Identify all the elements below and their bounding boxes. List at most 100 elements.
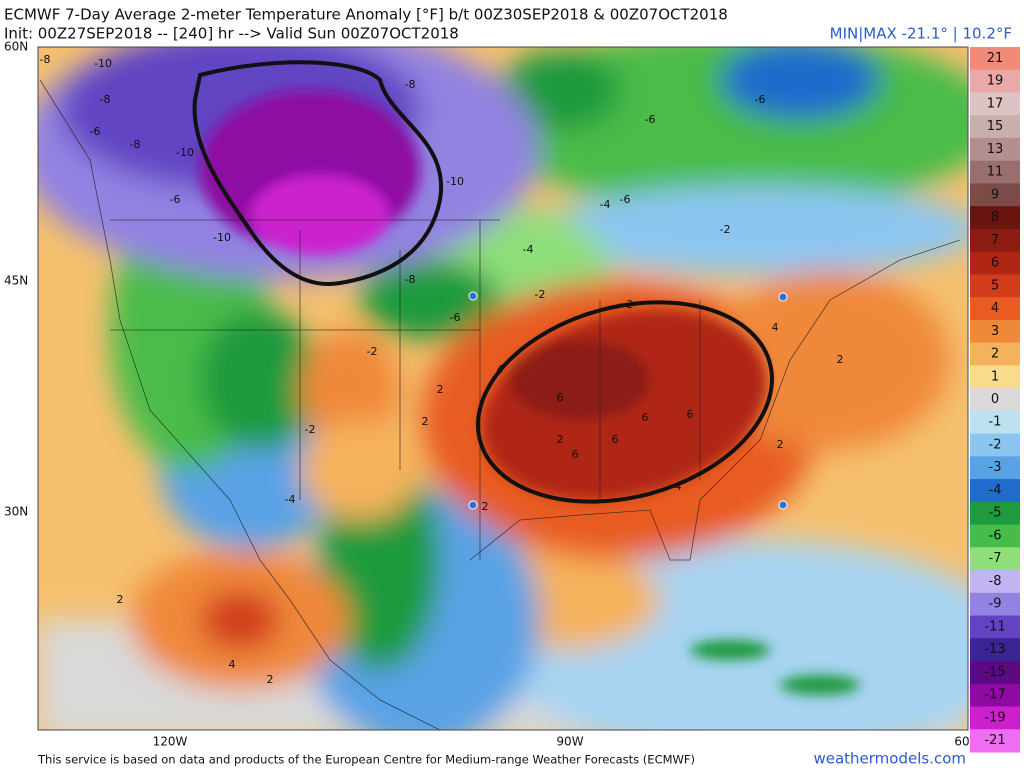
colorbar-label: 15 — [987, 119, 1004, 134]
contour-label: 2 — [557, 433, 564, 446]
colorbar-label: -1 — [989, 415, 1002, 430]
colorbar-swatch — [970, 365, 1020, 389]
colorbar-swatch — [970, 183, 1020, 207]
colorbar-label: 2 — [991, 347, 999, 362]
lat-label: 45N — [4, 274, 28, 288]
contour-label: -2 — [535, 288, 546, 301]
colorbar-swatch — [970, 388, 1020, 412]
contour-label: -2 — [367, 345, 378, 358]
colorbar-label: 13 — [987, 142, 1004, 157]
contour-label: -6 — [90, 125, 101, 138]
colorbar-label: 5 — [991, 278, 999, 293]
colorbar-swatch — [970, 47, 1020, 71]
colorbar-label: 9 — [991, 187, 999, 202]
colorbar-label: 8 — [991, 210, 999, 225]
colorbar-swatch — [970, 570, 1020, 594]
colorbar-label: -21 — [984, 733, 1005, 748]
colorbar-swatch — [970, 479, 1020, 503]
contour-label: 2 — [422, 415, 429, 428]
colorbar-swatch — [970, 683, 1020, 708]
contour-label: 6 — [557, 391, 564, 404]
contour-label: 2 — [837, 353, 844, 366]
colorbar-swatch — [970, 160, 1020, 184]
colorbar-label: 1 — [991, 369, 999, 384]
contour-label: 6 — [642, 411, 649, 424]
colorbar-swatch — [970, 115, 1020, 139]
colorbar-swatch — [970, 319, 1020, 344]
init-line: Init: 00Z27SEP2018 -- [240] hr --> Valid… — [4, 25, 459, 43]
contour-label: 6 — [612, 433, 619, 446]
colorbar-label: -7 — [989, 551, 1002, 566]
map-frame — [37, 46, 969, 731]
lon-label: 120W — [153, 735, 188, 749]
contour-label: 2 — [437, 383, 444, 396]
contour-label: -4 — [285, 493, 296, 506]
colorbar-swatch — [970, 661, 1020, 685]
colorbar-label: -6 — [989, 528, 1002, 543]
contour-label: -8 — [405, 78, 416, 91]
title: ECMWF 7-Day Average 2-meter Temperature … — [4, 6, 728, 24]
colorbar-label: -17 — [984, 688, 1005, 703]
contour-label: -2 — [305, 423, 316, 436]
contour-label: -6 — [620, 193, 631, 206]
colorbar-label: -11 — [984, 619, 1005, 634]
lat-label: 30N — [4, 505, 28, 519]
colorbar-swatch — [970, 251, 1020, 275]
contour-label: -4 — [600, 198, 611, 211]
site: weathermodels.com — [813, 750, 966, 768]
colorbar-swatch — [970, 297, 1020, 321]
colorbar-swatch — [970, 206, 1020, 230]
contour-label: 4 — [497, 363, 504, 376]
colorbar-label: -15 — [984, 665, 1005, 680]
contour-label: 2 — [627, 298, 634, 311]
colorbar-label: 11 — [987, 165, 1004, 180]
colorbar-swatch — [970, 524, 1020, 548]
contour-label: 2 — [777, 438, 784, 451]
colorbar-label: 0 — [991, 392, 999, 407]
colorbar-label: 21 — [987, 51, 1004, 66]
colorbar-swatch — [970, 433, 1020, 457]
colorbar-swatch — [970, 137, 1020, 162]
contour-label: 4 — [772, 321, 779, 334]
colorbar-swatch — [970, 638, 1020, 662]
lon-label: 90W — [556, 735, 583, 749]
colorbar-label: 19 — [987, 74, 1004, 89]
contour-label: 4 — [675, 480, 682, 493]
colorbar-swatch — [970, 706, 1020, 730]
contour-label: -8 — [130, 138, 141, 151]
contour-label: -10 — [213, 231, 231, 244]
colorbar-swatch — [970, 228, 1020, 253]
lat-label: 60N — [4, 40, 28, 54]
colorbar-label: -9 — [989, 597, 1002, 612]
colorbar-swatch — [970, 615, 1020, 639]
contour-label: 2 — [117, 593, 124, 606]
colorbar-swatch — [970, 456, 1020, 480]
contour-label: -10 — [94, 57, 112, 70]
contour-label: -2 — [720, 223, 731, 236]
colorbar-swatch — [970, 342, 1020, 366]
colorbar-swatch — [970, 592, 1020, 617]
colorbar-label: 4 — [991, 301, 999, 316]
colorbar-swatch — [970, 547, 1020, 571]
colorbar-label: 7 — [991, 233, 999, 248]
contour-label: -10 — [446, 175, 464, 188]
colorbar-swatch — [970, 501, 1020, 526]
contour-label: -8 — [100, 93, 111, 106]
colorbar-label: -8 — [989, 574, 1002, 589]
colorbar-swatch — [970, 92, 1020, 116]
colorbar-label: -13 — [984, 642, 1005, 657]
lon-label: 60 — [954, 735, 969, 749]
colorbar-swatch — [970, 729, 1020, 753]
contour-label: -4 — [523, 243, 534, 256]
contour-label: -6 — [755, 93, 766, 106]
contour-label: 6 — [687, 408, 694, 421]
contour-label: -6 — [450, 311, 461, 324]
colorbar-swatch — [970, 410, 1020, 435]
colorbar-swatch — [970, 274, 1020, 298]
colorbar-swatch — [970, 69, 1020, 93]
map: -8 -10 -8 -6 -8 -10 -10 -8 -10 -6 -6 -6 -4 -8 -6 -2 -4 -2… — [38, 47, 968, 730]
contour-label: -6 — [170, 193, 181, 206]
min-max: MIN|MAX -21.1° | 10.2°F — [830, 25, 1012, 43]
colorbar-label: -4 — [989, 483, 1002, 498]
